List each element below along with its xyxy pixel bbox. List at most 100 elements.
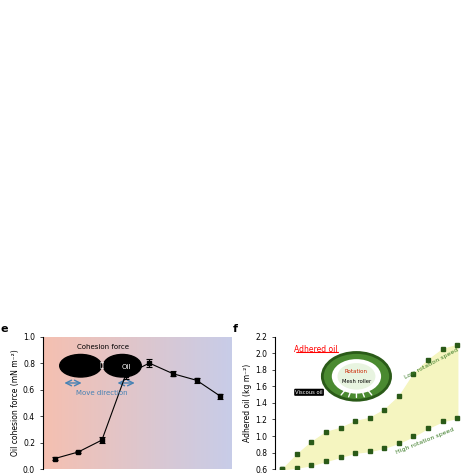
Bar: [134, 337, 135, 469]
Bar: [192, 337, 193, 469]
Bar: [69, 337, 70, 469]
Bar: [170, 337, 171, 469]
Bar: [91, 337, 92, 469]
Bar: [144, 337, 145, 469]
Bar: [202, 337, 203, 469]
Bar: [81, 337, 82, 469]
Bar: [76, 337, 77, 469]
Bar: [153, 337, 154, 469]
Bar: [225, 337, 226, 469]
Bar: [172, 337, 173, 469]
Bar: [142, 337, 143, 469]
Bar: [61, 337, 62, 469]
Bar: [181, 337, 182, 469]
Bar: [164, 337, 165, 469]
Bar: [102, 337, 103, 469]
Text: Viscous oil: Viscous oil: [295, 390, 323, 395]
Bar: [209, 337, 210, 469]
Bar: [175, 337, 176, 469]
Bar: [189, 337, 190, 469]
Bar: [211, 337, 212, 469]
Bar: [100, 337, 101, 469]
Bar: [212, 337, 213, 469]
Bar: [136, 337, 137, 469]
Bar: [133, 337, 134, 469]
Bar: [187, 337, 188, 469]
Bar: [106, 337, 107, 469]
Bar: [214, 337, 215, 469]
Bar: [73, 337, 74, 469]
Bar: [220, 337, 221, 469]
Bar: [166, 337, 167, 469]
Bar: [229, 337, 230, 469]
Bar: [135, 337, 136, 469]
Bar: [219, 337, 220, 469]
Bar: [223, 337, 224, 469]
Bar: [137, 337, 138, 469]
Circle shape: [332, 359, 381, 393]
Text: e: e: [1, 324, 9, 334]
Bar: [185, 337, 186, 469]
Bar: [80, 337, 81, 469]
Bar: [207, 337, 208, 469]
Bar: [115, 337, 116, 469]
Bar: [89, 337, 90, 469]
Bar: [152, 337, 153, 469]
Bar: [49, 337, 50, 469]
Bar: [43, 337, 44, 469]
Text: Oil: Oil: [121, 364, 131, 370]
Bar: [194, 337, 195, 469]
Bar: [179, 337, 180, 469]
Bar: [193, 337, 194, 469]
Bar: [221, 337, 222, 469]
Bar: [151, 337, 152, 469]
Bar: [201, 337, 202, 469]
Bar: [88, 337, 89, 469]
Bar: [109, 337, 110, 469]
Bar: [74, 337, 75, 469]
Bar: [108, 337, 109, 469]
Bar: [71, 337, 72, 469]
Bar: [131, 337, 132, 469]
Bar: [149, 337, 150, 469]
Text: Cohesion force: Cohesion force: [77, 344, 129, 350]
Bar: [44, 337, 45, 469]
Text: 🤝: 🤝: [100, 361, 103, 368]
Bar: [160, 337, 161, 469]
Bar: [190, 337, 191, 469]
Bar: [51, 337, 52, 469]
Bar: [56, 337, 57, 469]
Bar: [122, 337, 123, 469]
Text: f: f: [233, 324, 238, 334]
Text: High rotation speed: High rotation speed: [395, 427, 455, 455]
Bar: [48, 337, 49, 469]
Text: Rotation: Rotation: [345, 369, 368, 374]
Bar: [156, 337, 157, 469]
Bar: [218, 337, 219, 469]
Bar: [52, 337, 53, 469]
Bar: [145, 337, 146, 469]
Bar: [66, 337, 67, 469]
Bar: [176, 337, 177, 469]
Bar: [188, 337, 189, 469]
Bar: [177, 337, 178, 469]
Bar: [47, 337, 48, 469]
Bar: [85, 337, 86, 469]
Bar: [60, 337, 61, 469]
Bar: [204, 337, 205, 469]
Bar: [107, 337, 108, 469]
Bar: [165, 337, 166, 469]
Bar: [224, 337, 225, 469]
Bar: [58, 337, 59, 469]
Bar: [161, 337, 162, 469]
Bar: [205, 337, 206, 469]
Bar: [200, 337, 201, 469]
Y-axis label: Oil cohesion force (mN m⁻²): Oil cohesion force (mN m⁻²): [11, 349, 20, 456]
Bar: [213, 337, 214, 469]
Bar: [208, 337, 209, 469]
Y-axis label: Adhered oil (kg m⁻²): Adhered oil (kg m⁻²): [243, 364, 252, 442]
Bar: [231, 337, 232, 469]
Bar: [103, 337, 104, 469]
Bar: [64, 337, 65, 469]
Bar: [227, 337, 228, 469]
